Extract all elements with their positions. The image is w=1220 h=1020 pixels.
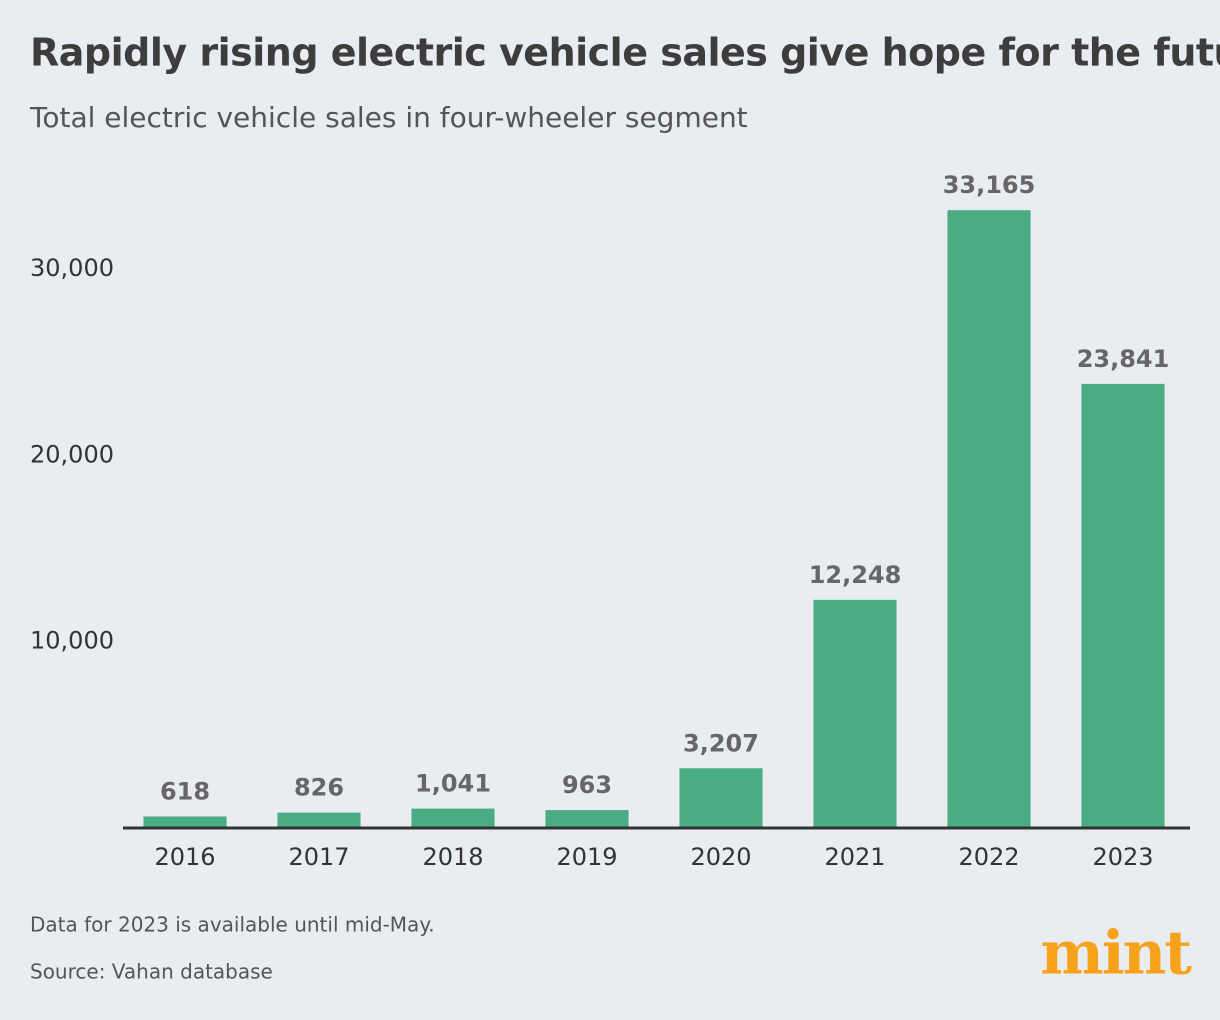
chart-subtitle: Total electric vehicle sales in four-whe… [29,101,748,134]
value-label: 12,248 [809,561,902,589]
bar [143,816,227,828]
y-tick-label: 10,000 [30,627,114,655]
bar [277,812,361,828]
x-tick-label: 2017 [288,843,349,871]
logo: mint [1040,919,1192,989]
y-tick-label: 30,000 [30,254,114,282]
value-label: 1,041 [415,770,491,798]
bar [679,768,763,828]
x-tick-label: 2021 [824,843,885,871]
bar [947,210,1031,829]
bar [545,810,629,828]
value-label: 23,841 [1077,345,1170,373]
value-label: 963 [562,771,612,799]
x-tick-label: 2020 [690,843,751,871]
y-tick-label: 20,000 [30,440,114,468]
value-label: 618 [160,777,210,805]
value-label: 3,207 [683,729,759,757]
bar [813,599,897,828]
bar [1081,383,1165,828]
note: Data for 2023 is available until mid-May… [30,913,435,937]
source: Source: Vahan database [30,960,273,984]
x-tick-label: 2018 [422,843,483,871]
chart-title: Rapidly rising electric vehicle sales gi… [30,31,1220,75]
x-tick-label: 2016 [154,843,215,871]
x-tick-label: 2023 [1092,843,1153,871]
x-tick-label: 2022 [958,843,1019,871]
bar [411,808,495,828]
x-tick-label: 2019 [556,843,617,871]
value-label: 826 [294,774,344,802]
value-label: 33,165 [943,171,1036,199]
